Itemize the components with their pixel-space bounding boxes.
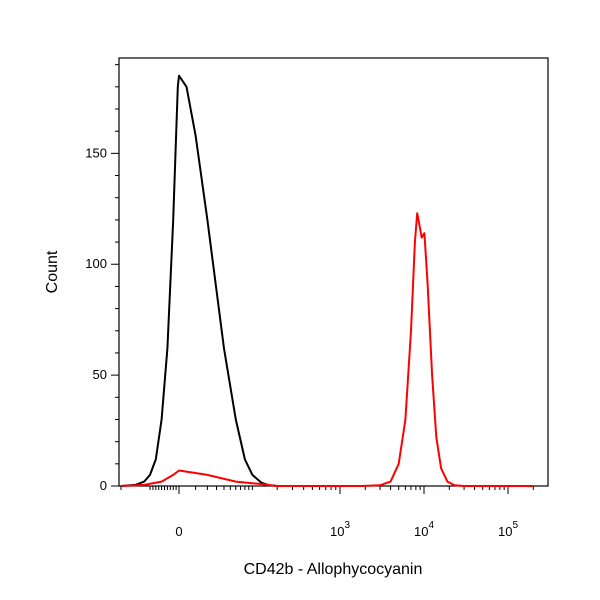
y-axis: 0 50 100 150	[85, 64, 119, 493]
y-tick-label: 50	[93, 367, 107, 382]
x-axis-title: CD42b - Allophycocyanin	[244, 561, 423, 578]
x-tick-label: 103	[330, 520, 350, 539]
series-red-line	[120, 212, 534, 487]
plot-frame	[118, 57, 549, 487]
series-group	[120, 74, 534, 487]
x-tick-label: 104	[414, 520, 434, 539]
y-axis-title: Count	[44, 250, 61, 293]
series-black-line	[120, 74, 278, 487]
y-tick-label: 150	[85, 145, 107, 160]
x-axis: 0 103 104 105	[120, 486, 534, 539]
y-tick-label: 100	[85, 256, 107, 271]
x-tick-label: 0	[175, 524, 182, 539]
y-tick-label: 0	[100, 478, 107, 493]
x-tick-label: 105	[498, 520, 518, 539]
